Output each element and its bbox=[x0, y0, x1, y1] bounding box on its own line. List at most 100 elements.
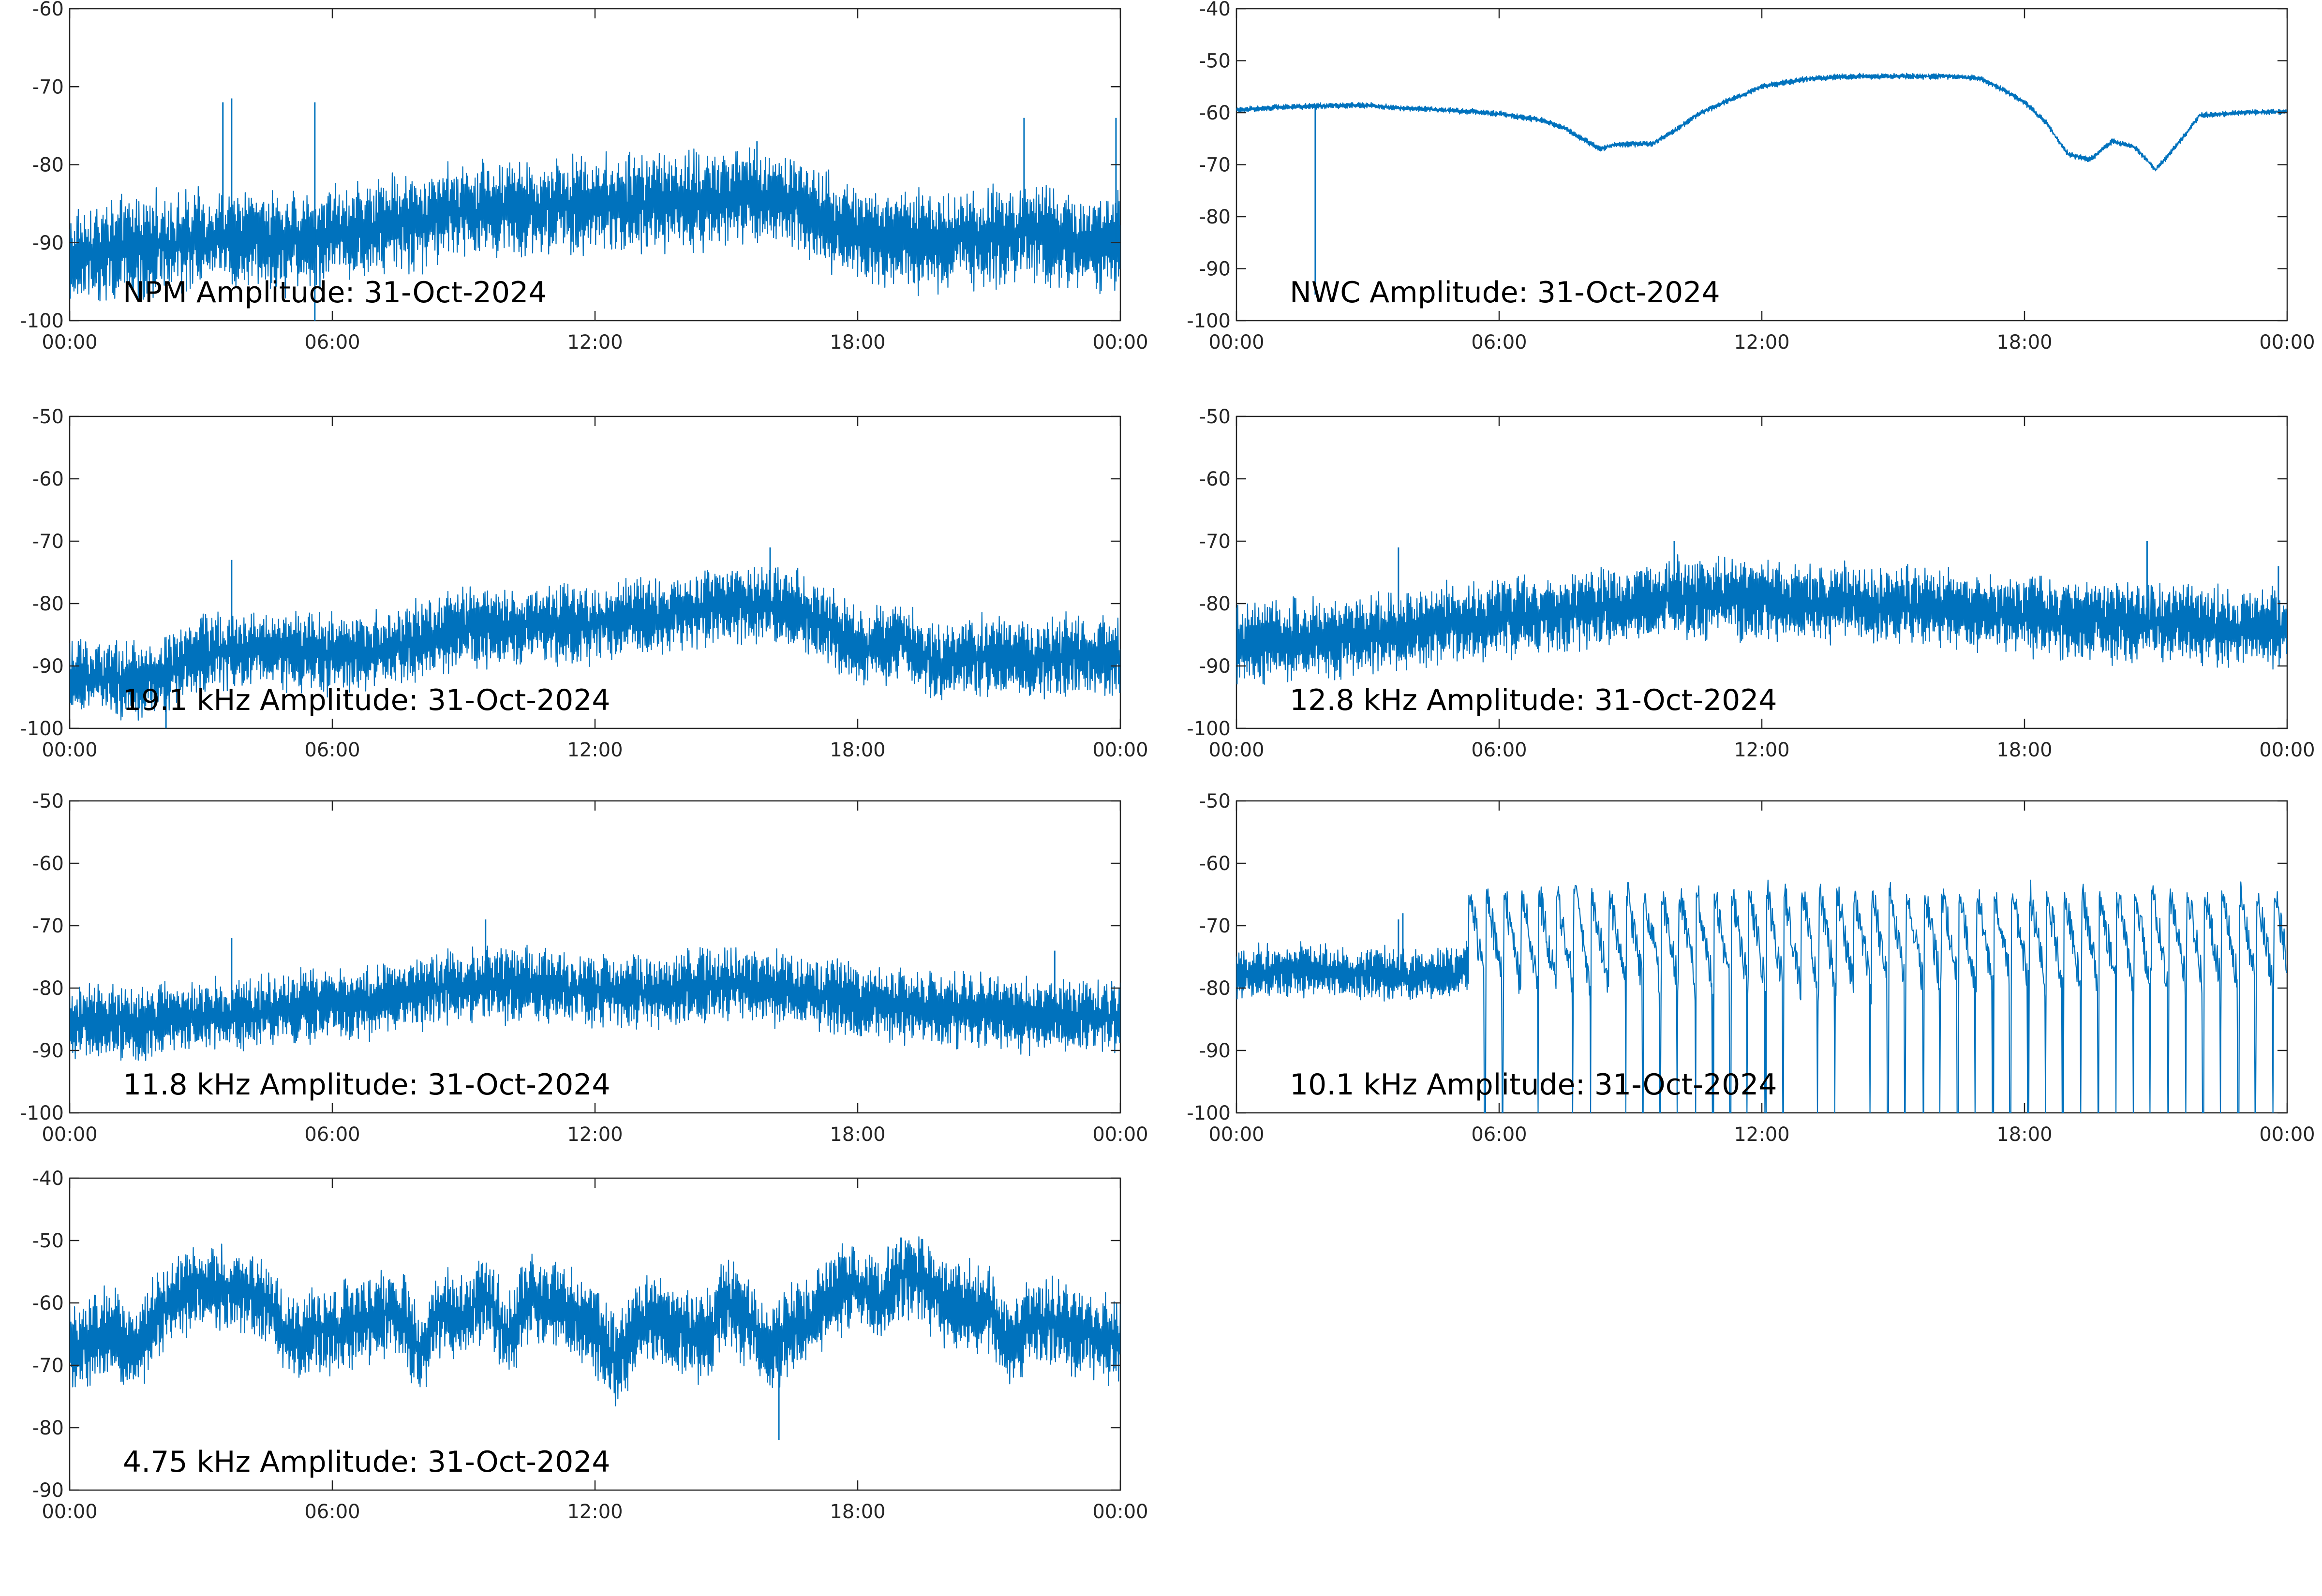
x-tick-label: 00:00 bbox=[42, 1501, 97, 1523]
y-tick-label: -100 bbox=[1187, 310, 1231, 332]
y-tick-label: -70 bbox=[32, 531, 64, 553]
y-tick-label: -50 bbox=[1199, 790, 1231, 813]
y-tick-label: -50 bbox=[32, 1230, 64, 1252]
axes-box bbox=[69, 8, 1121, 322]
y-tick-label: -70 bbox=[1199, 915, 1231, 937]
x-tick-label: 00:00 bbox=[1092, 1501, 1148, 1523]
series-line bbox=[1236, 879, 2287, 1113]
x-tick-label: 06:00 bbox=[304, 331, 360, 354]
y-tick-label: -90 bbox=[1199, 258, 1231, 281]
x-tick-label: 00:00 bbox=[2259, 1123, 2315, 1146]
y-tick-label: -60 bbox=[1199, 102, 1231, 124]
panel-title: NWC Amplitude: 31-Oct-2024 bbox=[1290, 276, 1720, 310]
x-tick-label: 06:00 bbox=[304, 1123, 360, 1146]
y-tick-label: -60 bbox=[32, 1292, 64, 1315]
x-tick-label: 12:00 bbox=[567, 739, 623, 761]
x-tick-label: 18:00 bbox=[830, 1123, 885, 1146]
x-tick-label: 00:00 bbox=[1208, 1123, 1264, 1146]
series-line bbox=[70, 945, 1120, 1061]
series-line bbox=[1236, 554, 2287, 685]
x-tick-label: 00:00 bbox=[42, 1123, 97, 1146]
panel-title: 10.1 kHz Amplitude: 31-Oct-2024 bbox=[1290, 1068, 1777, 1102]
x-tick-label: 00:00 bbox=[1092, 739, 1148, 761]
y-tick-label: -100 bbox=[1187, 1102, 1231, 1124]
y-tick-label: -50 bbox=[1199, 50, 1231, 73]
x-tick-label: 12:00 bbox=[1734, 1123, 1789, 1146]
y-tick-label: -60 bbox=[32, 468, 64, 490]
x-tick-label: 12:00 bbox=[567, 1123, 623, 1146]
y-tick-label: -60 bbox=[1199, 468, 1231, 490]
y-tick-label: -50 bbox=[32, 790, 64, 813]
series-line bbox=[70, 147, 1120, 302]
x-tick-label: 00:00 bbox=[1092, 331, 1148, 354]
x-tick-label: 06:00 bbox=[304, 739, 360, 761]
y-tick-label: -100 bbox=[20, 1102, 64, 1124]
y-tick-label: -60 bbox=[32, 853, 64, 875]
x-tick-label: 06:00 bbox=[1471, 739, 1527, 761]
panel-title: 11.8 kHz Amplitude: 31-Oct-2024 bbox=[123, 1068, 610, 1102]
y-tick-label: -90 bbox=[32, 655, 64, 678]
y-tick-label: -80 bbox=[32, 593, 64, 615]
x-tick-label: 18:00 bbox=[1996, 739, 2052, 761]
series-line bbox=[70, 566, 1120, 721]
y-tick-label: -60 bbox=[32, 0, 64, 20]
y-tick-label: -90 bbox=[1199, 1040, 1231, 1062]
x-tick-label: 12:00 bbox=[567, 1501, 623, 1523]
x-tick-label: 18:00 bbox=[830, 1501, 885, 1523]
y-tick-label: -100 bbox=[20, 310, 64, 332]
x-tick-label: 06:00 bbox=[1471, 1123, 1527, 1146]
panel-title: NPM Amplitude: 31-Oct-2024 bbox=[123, 276, 547, 310]
y-tick-label: -40 bbox=[1199, 0, 1231, 20]
y-tick-label: -50 bbox=[1199, 406, 1231, 428]
axes-box bbox=[1235, 8, 2288, 322]
x-tick-label: 00:00 bbox=[42, 331, 97, 354]
x-tick-label: 18:00 bbox=[1996, 1123, 2052, 1146]
y-tick-label: -70 bbox=[32, 1355, 64, 1377]
y-tick-label: -80 bbox=[1199, 977, 1231, 1000]
axes-box bbox=[69, 800, 1121, 1114]
y-tick-label: -80 bbox=[1199, 593, 1231, 615]
y-tick-label: -70 bbox=[1199, 154, 1231, 177]
y-tick-label: -90 bbox=[32, 1040, 64, 1062]
panel-title: 4.75 kHz Amplitude: 31-Oct-2024 bbox=[123, 1445, 610, 1479]
y-tick-label: -80 bbox=[32, 1417, 64, 1439]
y-tick-label: -60 bbox=[1199, 853, 1231, 875]
y-tick-label: -70 bbox=[1199, 531, 1231, 553]
panel-title: 19.1 kHz Amplitude: 31-Oct-2024 bbox=[123, 683, 610, 717]
x-tick-label: 12:00 bbox=[1734, 331, 1789, 354]
y-tick-label: -80 bbox=[32, 977, 64, 1000]
y-tick-label: -70 bbox=[32, 915, 64, 937]
y-tick-label: -100 bbox=[1187, 718, 1231, 740]
x-tick-label: 00:00 bbox=[1208, 331, 1264, 354]
x-tick-label: 00:00 bbox=[2259, 331, 2315, 354]
x-tick-label: 06:00 bbox=[1471, 331, 1527, 354]
y-tick-label: -90 bbox=[32, 1479, 64, 1502]
series-line bbox=[70, 1236, 1120, 1406]
y-tick-label: -80 bbox=[32, 154, 64, 177]
x-tick-label: 00:00 bbox=[1092, 1123, 1148, 1146]
y-tick-label: -80 bbox=[1199, 206, 1231, 228]
x-tick-label: 00:00 bbox=[42, 739, 97, 761]
series-line bbox=[1236, 73, 2287, 172]
x-tick-label: 18:00 bbox=[1996, 331, 2052, 354]
x-tick-label: 18:00 bbox=[830, 739, 885, 761]
y-tick-label: -90 bbox=[1199, 655, 1231, 678]
y-tick-label: -90 bbox=[32, 232, 64, 254]
x-tick-label: 06:00 bbox=[304, 1501, 360, 1523]
y-tick-label: -70 bbox=[32, 76, 64, 98]
x-tick-label: 00:00 bbox=[2259, 739, 2315, 761]
panel-title: 12.8 kHz Amplitude: 31-Oct-2024 bbox=[1290, 683, 1777, 717]
y-tick-label: -40 bbox=[32, 1167, 64, 1190]
x-tick-label: 18:00 bbox=[830, 331, 885, 354]
x-tick-label: 12:00 bbox=[1734, 739, 1789, 761]
y-tick-label: -100 bbox=[20, 718, 64, 740]
